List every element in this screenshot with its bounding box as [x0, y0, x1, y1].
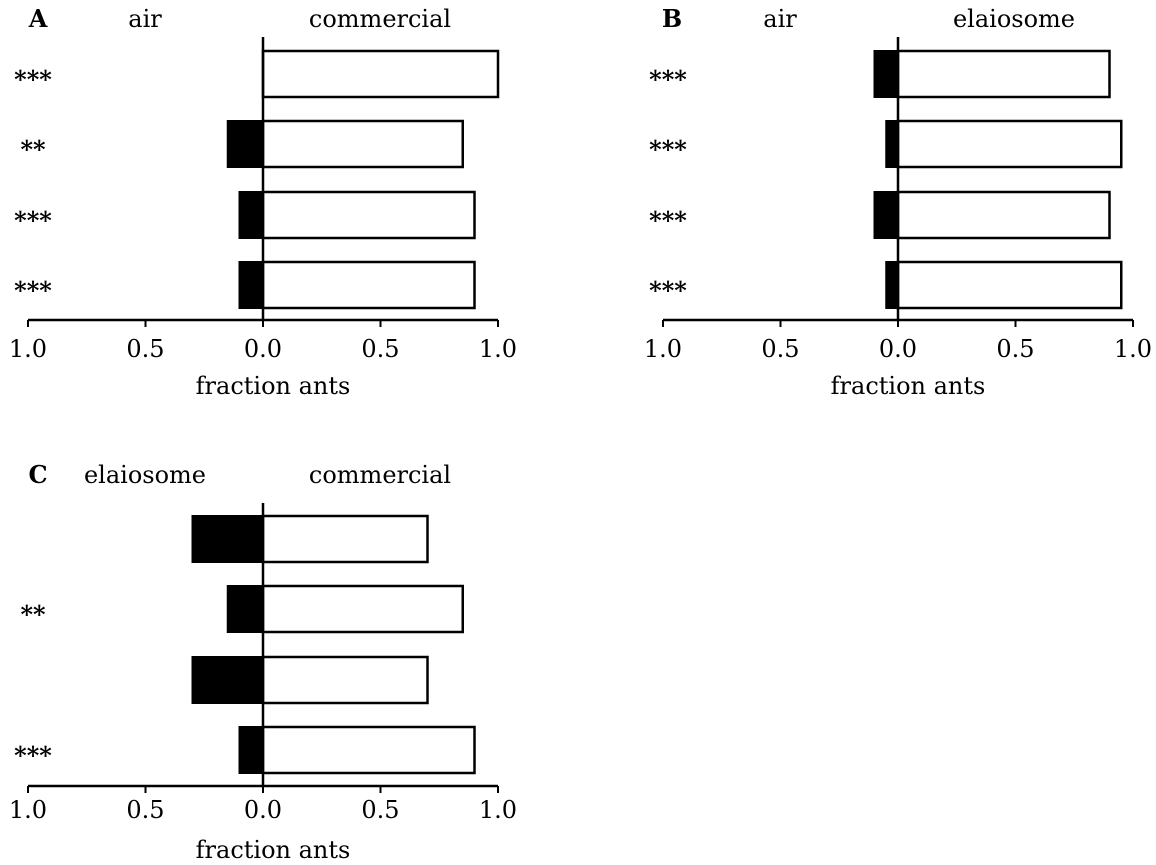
significance-label: *** — [649, 206, 687, 235]
bar-right — [896, 119, 1123, 169]
significance-label: ** — [20, 135, 46, 164]
x-tick-label: 0.5 — [361, 796, 399, 824]
x-tick-label: 0.5 — [126, 335, 164, 363]
bar-left — [885, 261, 899, 309]
x-tick-label: 0.5 — [996, 335, 1034, 363]
x-tick-label: 1.0 — [479, 796, 517, 824]
bar-left — [873, 50, 899, 98]
x-tick-label: 1.0 — [479, 335, 517, 363]
x-axis-title: fraction ants — [196, 372, 351, 400]
significance-label: *** — [649, 65, 687, 94]
x-axis-title: fraction ants — [196, 836, 351, 864]
bar-left — [226, 120, 264, 168]
bar-left — [191, 656, 264, 704]
significance-label: *** — [14, 276, 52, 305]
significance-label: *** — [649, 135, 687, 164]
bar-right — [261, 725, 476, 775]
x-tick-label: 1.0 — [9, 796, 47, 824]
x-tick-label: 0.5 — [761, 335, 799, 363]
left-treatment-label: air — [128, 5, 162, 33]
bar-left — [885, 120, 899, 168]
significance-label: *** — [649, 276, 687, 305]
bar-left — [226, 585, 264, 633]
bar-right — [261, 119, 464, 169]
left-treatment-label: elaiosome — [84, 461, 206, 489]
x-axis-title: fraction ants — [831, 372, 986, 400]
right-treatment-label: commercial — [309, 461, 451, 489]
bar-right — [261, 514, 429, 564]
significance-label: *** — [14, 206, 52, 235]
x-tick-label: 0.0 — [244, 796, 282, 824]
panel-letter: C — [28, 460, 47, 489]
bar-right — [261, 655, 429, 705]
panel-letter: A — [28, 4, 48, 33]
bar-left — [873, 191, 899, 239]
x-tick-label: 0.5 — [126, 796, 164, 824]
left-treatment-label: air — [763, 5, 797, 33]
bar-right — [896, 190, 1111, 240]
x-tick-label: 0.0 — [879, 335, 917, 363]
right-treatment-label: elaiosome — [953, 5, 1075, 33]
x-tick-label: 0.0 — [244, 335, 282, 363]
significance-label: ** — [20, 600, 46, 629]
bar-right — [896, 49, 1111, 99]
x-tick-label: 1.0 — [1114, 335, 1152, 363]
significance-label: *** — [14, 741, 52, 770]
x-tick-label: 1.0 — [644, 335, 682, 363]
bar-right — [896, 260, 1123, 310]
bar-left — [238, 726, 264, 774]
bar-left — [238, 191, 264, 239]
x-tick-label: 1.0 — [9, 335, 47, 363]
panel-letter: B — [662, 4, 682, 33]
bar-left — [238, 261, 264, 309]
bar-right — [261, 190, 476, 240]
bar-right — [261, 584, 464, 634]
bar-right — [261, 260, 476, 310]
right-treatment-label: commercial — [309, 5, 451, 33]
significance-label: *** — [14, 65, 52, 94]
bar-left — [191, 515, 264, 563]
bar-right — [261, 49, 500, 99]
x-tick-label: 0.5 — [361, 335, 399, 363]
